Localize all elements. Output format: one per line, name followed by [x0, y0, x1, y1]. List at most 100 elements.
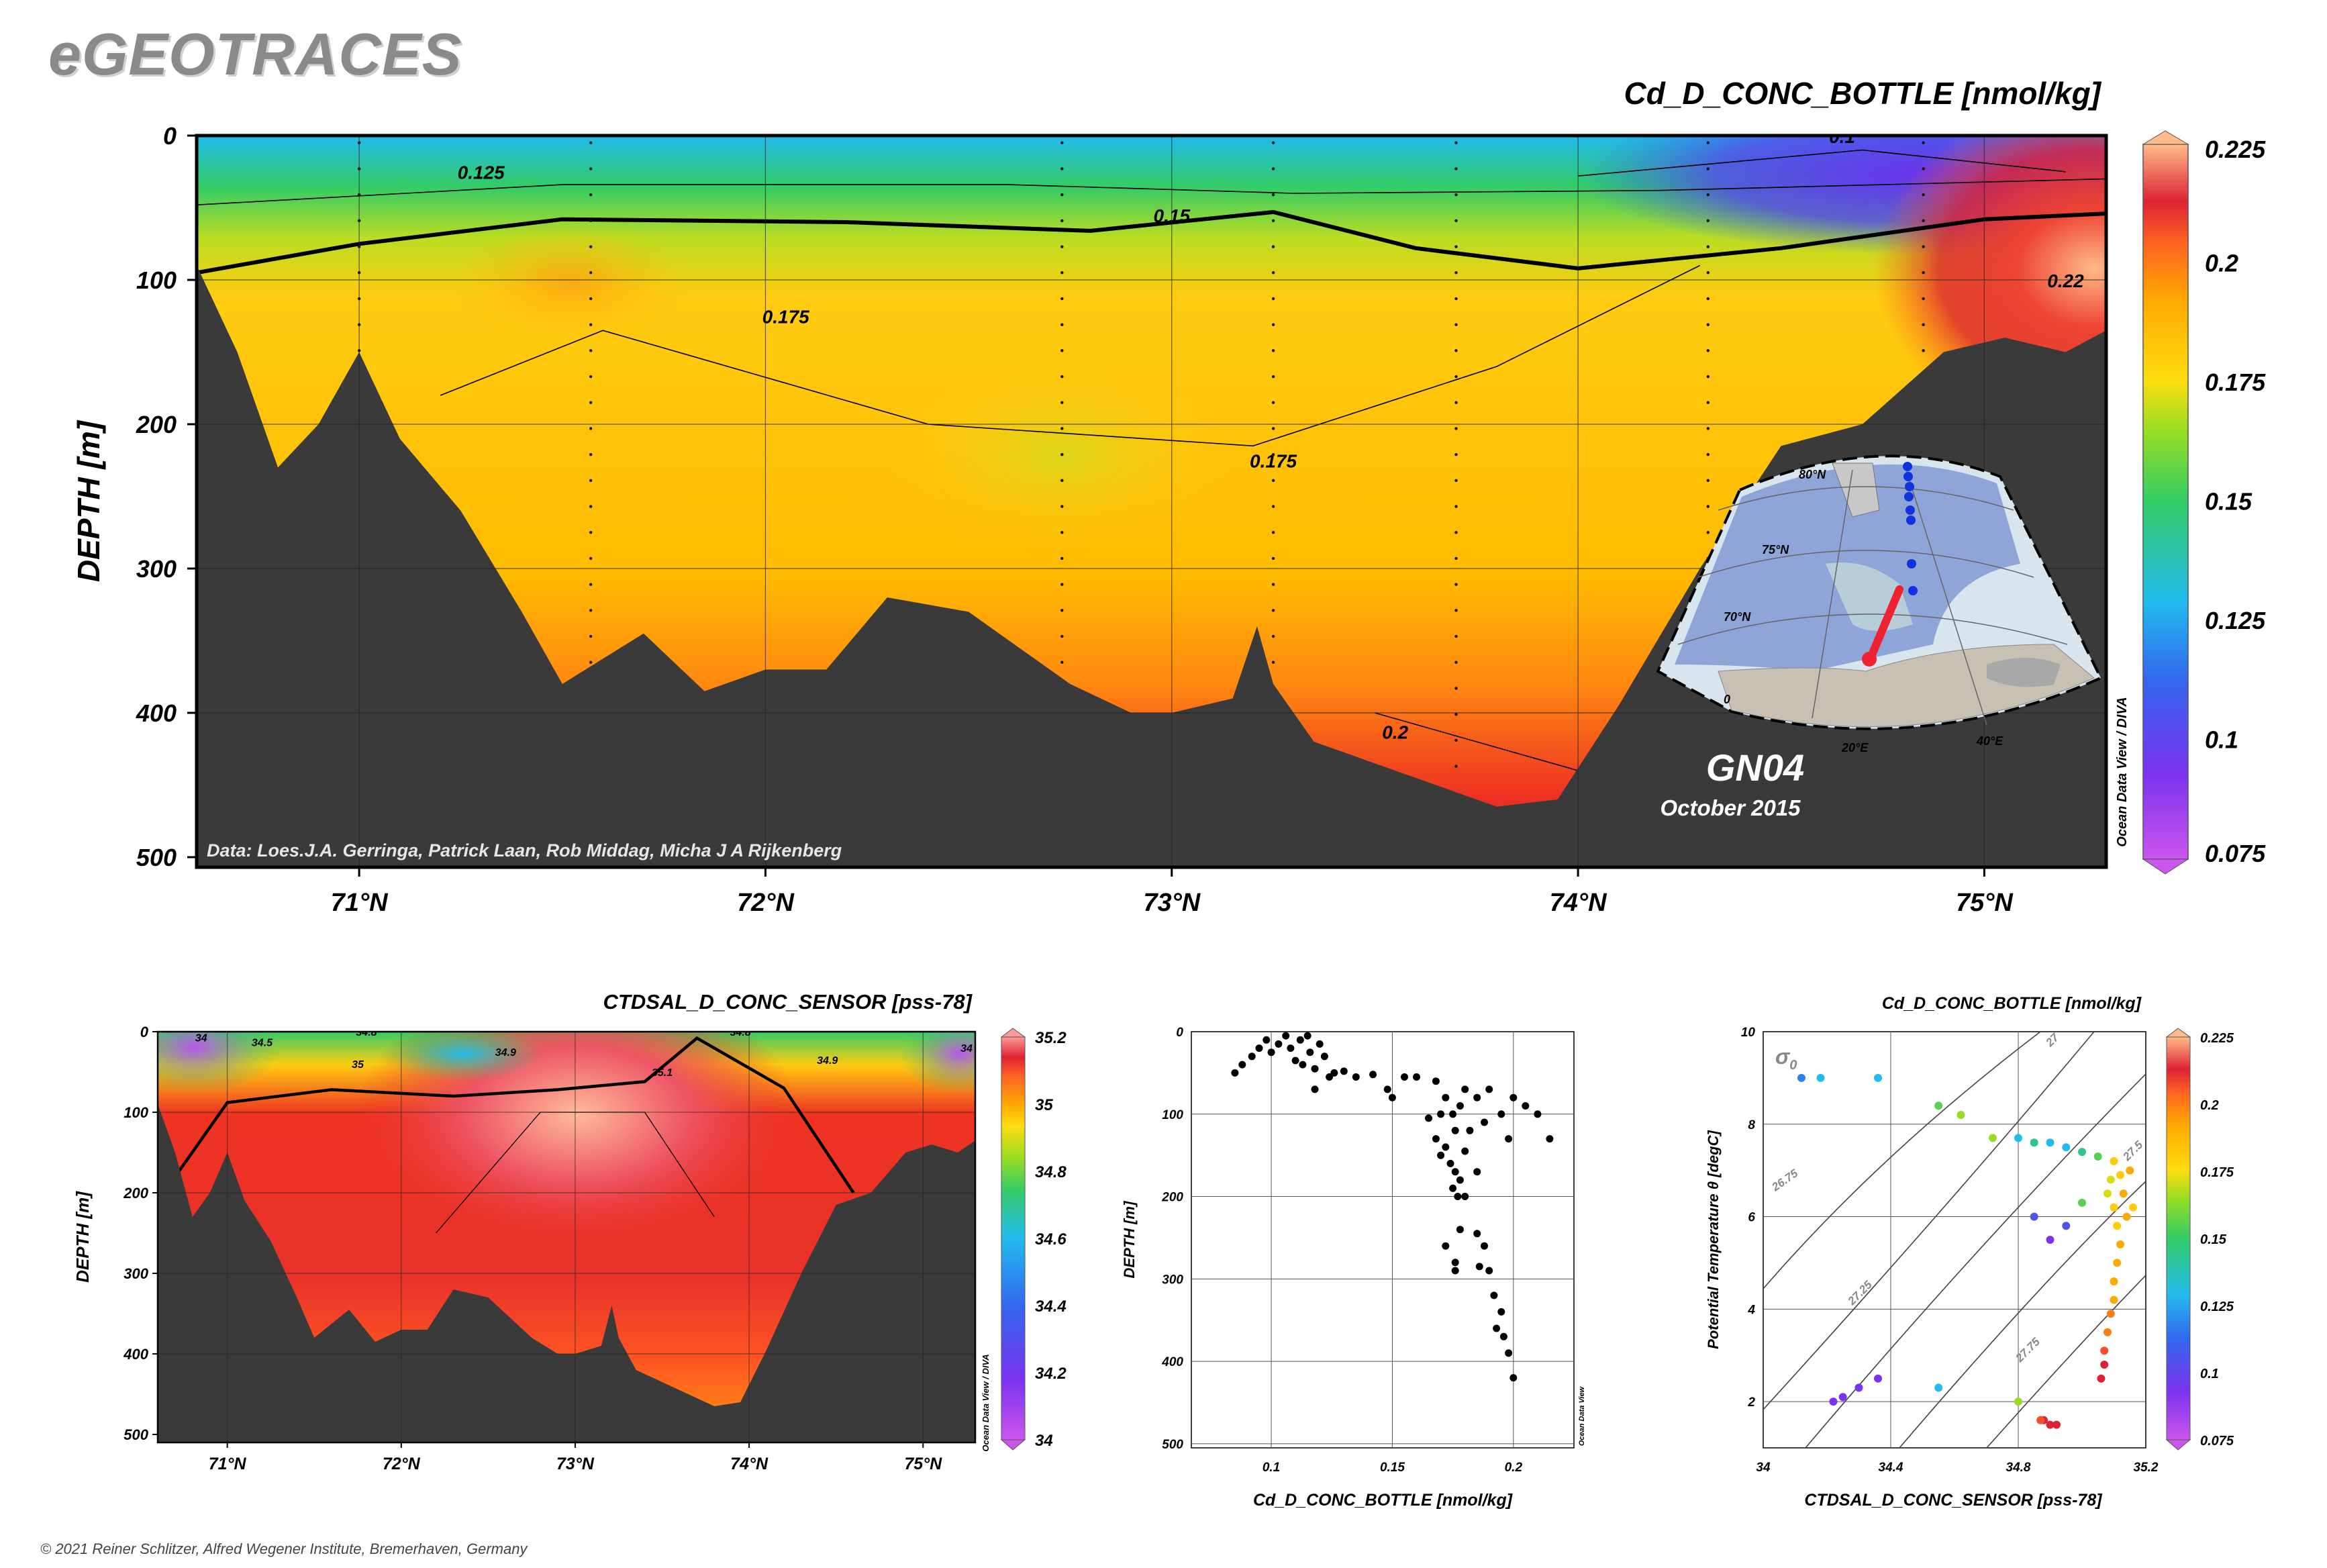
salinity-y-tick-label: 500: [123, 1426, 148, 1443]
ts-point: [2093, 1153, 2102, 1161]
station-sample: [589, 141, 593, 144]
station-sample: [1706, 479, 1710, 483]
station-sample: [1271, 193, 1275, 197]
profile-point: [1238, 1061, 1246, 1069]
station-sample: [1454, 323, 1458, 326]
station-sample: [1922, 167, 1925, 170]
salinity-x-tick-label: 75°N: [904, 1455, 942, 1473]
ts-point: [2097, 1374, 2106, 1383]
ts-point: [2103, 1189, 2112, 1198]
salinity-colorbar: 35.2 35 34.8 34.6 34.4 34.2 34: [1000, 1028, 1067, 1451]
profile-point: [1446, 1159, 1454, 1167]
station-sample: [589, 505, 593, 508]
station-sample: [1060, 452, 1064, 456]
inset-map-stations: [1903, 462, 1918, 595]
salinity-blue-patch: [383, 1032, 544, 1081]
contour-label: 0.1: [1829, 126, 1855, 147]
station-sample: [1706, 297, 1710, 301]
profile-point: [1505, 1135, 1513, 1143]
station-sample: [1271, 323, 1275, 326]
profile-point: [1432, 1077, 1440, 1085]
station-sample: [1271, 556, 1275, 560]
salinity-colorbar-tick-label: 35: [1035, 1096, 1053, 1114]
salinity-contour-label: 34.9: [817, 1055, 838, 1067]
map-station-dot: [1906, 516, 1916, 525]
station-sample: [1454, 712, 1458, 716]
ts-point: [2106, 1310, 2115, 1318]
station-sample: [1922, 193, 1925, 197]
station-sample: [589, 452, 593, 456]
ts-points: [1797, 1073, 2137, 1429]
ts-x-axis-label: CTDSAL_D_CONC_SENSOR [pss-78]: [1804, 1491, 2103, 1510]
station-sample: [1271, 531, 1275, 534]
profile-point: [1282, 1032, 1290, 1040]
profile-watermark: Ocean Data View: [1578, 1385, 1586, 1446]
ts-y-tick-label: 6: [1748, 1211, 1755, 1225]
salinity-x-tick-label: 71°N: [209, 1455, 247, 1473]
profile-y-axis-label: DEPTH [m]: [1121, 1201, 1138, 1279]
profile-points: [1231, 1032, 1554, 1382]
sigma-symbol: σ0: [1775, 1044, 1797, 1073]
ts-point: [2046, 1236, 2054, 1244]
salinity-contour-label: 34: [195, 1032, 207, 1044]
station-sample: [1706, 141, 1710, 144]
ts-point: [1874, 1374, 1882, 1383]
ts-point: [1934, 1383, 1943, 1392]
profile-x-ticks: 0.1 0.15 0.2: [1262, 1461, 1523, 1475]
ts-point: [2129, 1203, 2137, 1212]
profile-point: [1299, 1061, 1307, 1069]
station-sample: [589, 271, 593, 275]
profile-point: [1451, 1259, 1459, 1267]
station-sample: [1454, 375, 1458, 379]
map-label-70n: 70°N: [1724, 610, 1751, 624]
contour-label: 0.22: [2047, 271, 2084, 291]
profile-point: [1456, 1176, 1464, 1184]
ts-point: [2030, 1138, 2038, 1147]
profile-point: [1306, 1048, 1314, 1057]
ts-x-tick-label: 34: [1756, 1461, 1771, 1475]
salinity-grid: [158, 1032, 975, 1442]
map-label-75n: 75°N: [1762, 543, 1789, 556]
profile-point: [1262, 1036, 1271, 1044]
profile-point: [1425, 1114, 1432, 1122]
contour-0.175: [440, 264, 1701, 447]
profile-point: [1499, 1332, 1507, 1340]
ts-point: [2113, 1259, 2122, 1267]
ts-x-tick-label: 34.4: [1879, 1461, 1903, 1475]
station-sample: [1454, 193, 1458, 197]
main-colorbar-top-cap: [2142, 130, 2189, 145]
colorbar-tick-label: 0.15: [2205, 488, 2252, 516]
map-label-0: 0: [1724, 693, 1730, 706]
station-sample: [1271, 375, 1275, 379]
profile-x-tick-label: 0.1: [1262, 1461, 1280, 1475]
profile-point: [1461, 1085, 1469, 1093]
profile-point: [1437, 1151, 1445, 1159]
station-sample: [1454, 167, 1458, 170]
station-sample: [1454, 556, 1458, 560]
sigma-letter: σ: [1775, 1044, 1791, 1069]
station-sample: [1706, 427, 1710, 430]
station-sample: [1060, 583, 1064, 586]
station-sample: [1454, 583, 1458, 586]
station-sample: [589, 297, 593, 301]
station-sample: [1454, 609, 1458, 612]
y-tick-label: 0: [163, 122, 177, 150]
cd-greenish-patch: [886, 362, 1235, 550]
station-sample: [589, 375, 593, 379]
ts-y-axis-label: Potential Temperature θ [degC]: [1705, 1130, 1722, 1349]
salinity-bathymetry: [158, 1104, 975, 1442]
ts-colorbar-tick-label: 0.075: [2200, 1434, 2234, 1449]
ts-point: [2014, 1398, 2022, 1406]
station-sample: [1706, 349, 1710, 352]
profile-point: [1311, 1085, 1319, 1093]
main-grid: [197, 136, 2106, 867]
main-y-ticks: 0 100 200 300 400 500: [136, 122, 197, 871]
contour-0.125: [197, 178, 2106, 205]
ts-point: [2052, 1420, 2061, 1429]
profile-point: [1401, 1073, 1408, 1081]
profile-point: [1311, 1065, 1319, 1073]
profile-point: [1303, 1032, 1311, 1040]
ts-point: [2100, 1361, 2109, 1369]
station-sample: [1454, 141, 1458, 144]
salinity-maximum: [356, 1032, 799, 1248]
